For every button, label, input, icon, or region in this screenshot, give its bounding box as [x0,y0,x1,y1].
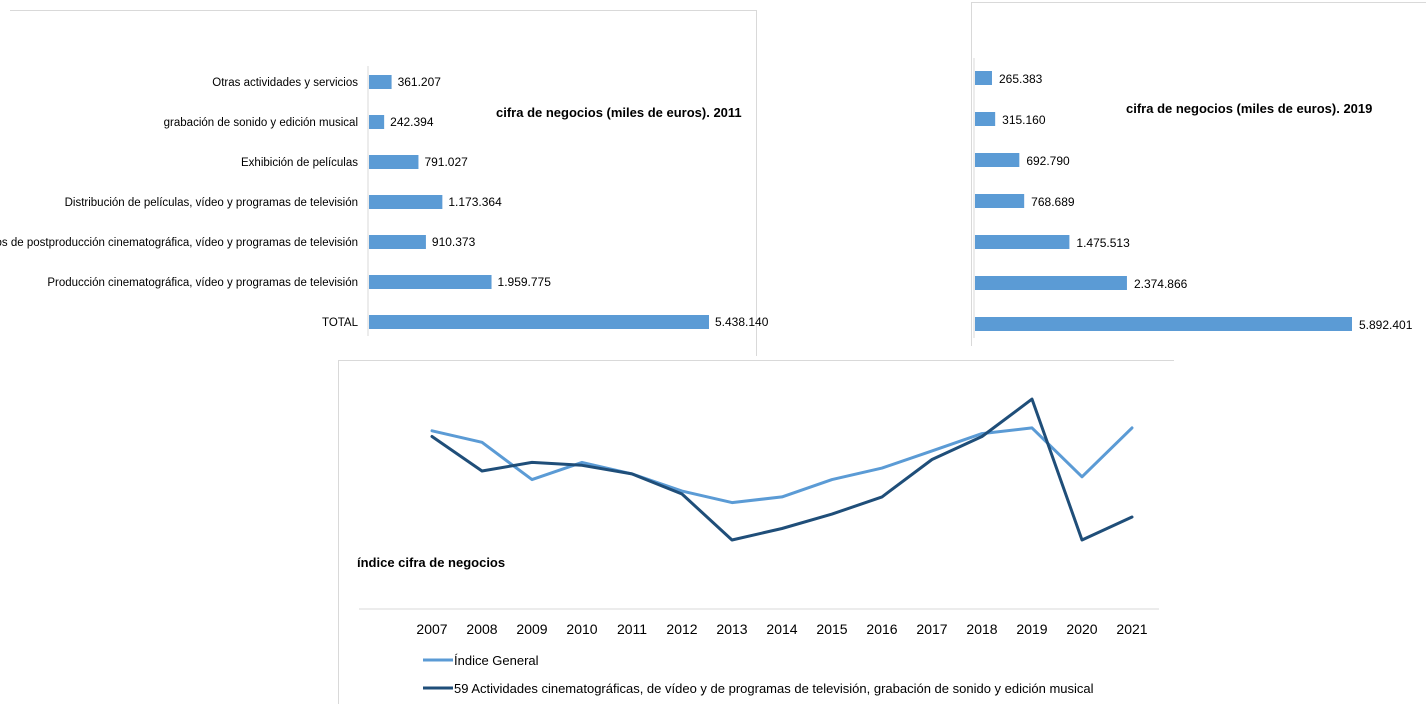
bar [975,235,1070,249]
bar [369,195,443,209]
data-label: 1.173.364 [448,195,502,209]
x-tick-label: 2012 [666,621,697,637]
bar [369,75,392,89]
bar-chart-2011: Otras actividades y servicios 361.207 grab… [0,66,769,336]
data-label: 910.373 [432,235,476,249]
data-label: 768.689 [1031,195,1075,209]
category-label: grabación de sonido y edición musical [164,117,358,129]
chart-title: cifra de negocios (miles de euros). 2011 [496,105,742,120]
x-tick-label: 2020 [1066,621,1097,637]
x-tick-label: 2008 [466,621,497,637]
category-label: Exhibición de películas [241,157,358,169]
legend-label: Índice General [454,653,539,668]
x-tick-label: 2007 [416,621,447,637]
data-label: 265.383 [999,72,1043,86]
bar [975,112,996,126]
bar [369,115,385,129]
data-label: 1.959.775 [498,275,552,289]
chart-title: cifra de negocios (miles de euros). 2019 [1126,101,1372,116]
x-tick-label: 2009 [516,621,547,637]
data-label: 1.475.513 [1076,236,1130,250]
data-label: 2.374.866 [1134,277,1188,291]
data-label: 242.394 [390,115,434,129]
bar [975,153,1020,167]
category-label: Producción cinematográfica, vídeo y prog… [47,277,358,289]
x-tick-label: 2018 [966,621,997,637]
x-tick-label: 2019 [1016,621,1047,637]
bar [975,71,992,85]
x-tick-label: 2021 [1116,621,1147,637]
series-line-actividades-59 [430,397,1134,542]
chart-panel-2011: Otras actividades y servicios 361.207 grab… [0,10,769,356]
category-label: Otras actividades y servicios [212,77,358,89]
category-label: Distribución de películas, vídeo y progr… [65,197,358,209]
data-label: 315.160 [1002,113,1046,127]
bar [369,275,492,289]
bar-chart-2019: 265.383 315.160 692.790 768.689 1.475.513 2.3… [973,58,1413,338]
bar [369,235,426,249]
category-label: TOTAL [322,317,359,329]
chart-panel-index: 2007 2008 2009 2010 2011 2012 2013 2014 2015 2016… [338,360,1174,704]
legend-label: 59 Actividades cinematográficas, de víde… [454,681,1094,696]
line-chart-index: 2007 2008 2009 2010 2011 2012 2013 2014 2015 2016… [357,397,1159,696]
x-tick-label: 2016 [866,621,897,637]
data-label: 692.790 [1026,154,1070,168]
data-label: 5.438.140 [715,315,769,329]
x-tick-label: 2015 [816,621,847,637]
x-tick-label: 2017 [916,621,947,637]
bar [975,317,1352,331]
bar [369,315,709,329]
chart-title: índice cifra de negocios [357,555,505,570]
bar [975,276,1127,290]
series-line-indice-general [430,426,1134,505]
category-label: Servicios de postproducción cinematográf… [0,237,358,249]
bar [369,155,419,169]
x-tick-label: 2013 [716,621,747,637]
x-tick-label: 2011 [617,621,647,637]
x-tick-label: 2014 [766,621,797,637]
data-label: 5.892.401 [1359,318,1413,332]
data-label: 791.027 [424,155,468,169]
x-tick-label: 2010 [566,621,597,637]
bar [975,194,1025,208]
chart-panel-2019: 265.383 315.160 692.790 768.689 1.475.513 2.3… [971,2,1426,346]
data-label: 361.207 [398,75,442,89]
